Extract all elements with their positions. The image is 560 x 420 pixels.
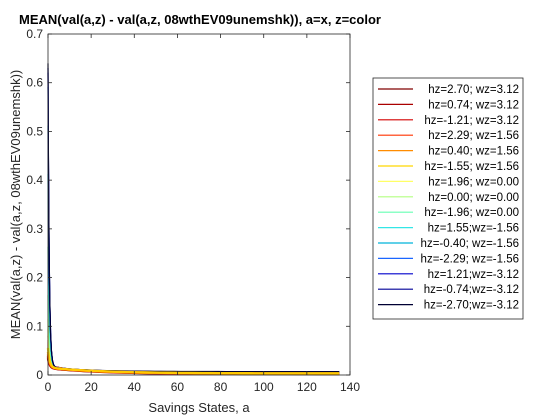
- y-tick-label: 0.5: [26, 124, 43, 138]
- chart-title: MEAN(val(a,z) - val(a,z, 08wthEV09unemsh…: [19, 12, 381, 27]
- legend-label: hz=-1.96; wz=0.00: [424, 207, 519, 219]
- plot-area: 0 20 40 60 80 100 120 140 0 0.1 0.2 0.3 0.4 0.5 0.6 0.7: [26, 27, 360, 394]
- legend-label: hz=-1.55; wz=1.56: [424, 161, 519, 173]
- x-tick-label: 140: [340, 380, 360, 394]
- legend-label: hz=1.96; wz=0.00: [428, 176, 519, 188]
- legend-label: hz=0.74; wz=3.12: [428, 99, 519, 111]
- y-tick-label: 0.3: [26, 222, 43, 236]
- y-tick-label: 0.1: [26, 319, 43, 333]
- y-tick-label: 0: [36, 368, 43, 382]
- x-tick-label: 40: [128, 380, 142, 394]
- y-tick-label: 0.6: [26, 76, 43, 90]
- x-tick-label: 80: [214, 380, 228, 394]
- x-tick-label: 60: [171, 380, 185, 394]
- plot-background: [48, 34, 350, 375]
- legend-label: hz=-0.74;wz=-3.12: [424, 284, 519, 296]
- legend-label: hz=1.55;wz=-1.56: [428, 223, 519, 235]
- legend-label: hz=-1.21; wz=3.12: [424, 115, 519, 127]
- legend-label: hz=1.21;wz=-3.12: [428, 269, 519, 281]
- legend-box: [372, 77, 524, 320]
- x-tick-label: 20: [84, 380, 98, 394]
- series-band-line: [46, 347, 340, 375]
- x-tick-label: 100: [254, 380, 274, 394]
- x-tick-label: 0: [45, 380, 52, 394]
- x-tick-label: 120: [297, 380, 317, 394]
- y-tick-label: 0.7: [26, 27, 43, 41]
- y-axis-label: MEAN(val(a,z) - val(a,z, 08wthEV09unemsh…: [8, 70, 23, 339]
- y-tick-label: 0.2: [26, 271, 43, 285]
- legend-label: hz=2.29; wz=1.56: [428, 130, 519, 142]
- y-tick-label: 0.4: [26, 173, 43, 187]
- series-layer: [46, 63, 340, 376]
- legend-label: hz=0.40; wz=1.56: [428, 146, 519, 158]
- legend-label: hz=2.70; wz=3.12: [428, 84, 519, 96]
- legend-items: hz=2.70; wz=3.12 hz=0.74; wz=3.12 hz=-1.21…: [378, 84, 519, 312]
- x-axis-label: Savings States, a: [148, 400, 250, 415]
- legend-label: hz=0.00; wz=0.00: [428, 192, 519, 204]
- legend-label: hz=-2.70;wz=-3.12: [424, 300, 519, 312]
- legend: hz=2.70; wz=3.12 hz=0.74; wz=3.12 hz=-1.21…: [372, 77, 524, 320]
- legend-label: hz=-2.29; wz=-1.56: [421, 253, 519, 265]
- legend-label: hz=-0.40; wz=-1.56: [421, 238, 519, 250]
- axes-layer: 0 20 40 60 80 100 120 140 0 0.1 0.2 0.3 0.4 0.5 0.6 0.7: [26, 27, 360, 394]
- axes-box: [47, 33, 351, 376]
